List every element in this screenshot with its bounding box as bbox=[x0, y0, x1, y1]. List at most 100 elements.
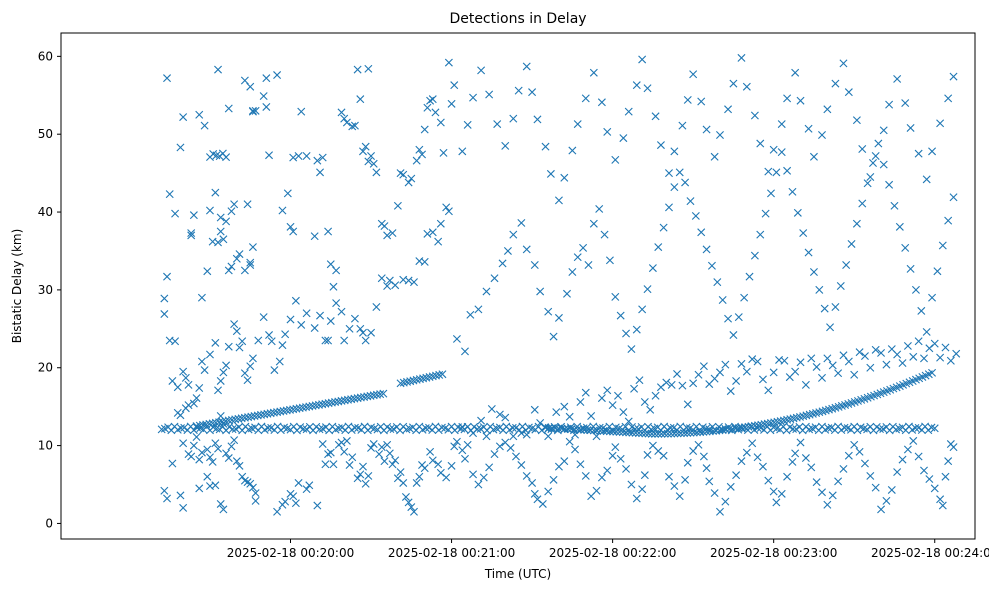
track-point bbox=[473, 425, 482, 434]
data-point bbox=[823, 354, 832, 363]
data-point bbox=[509, 114, 518, 123]
data-point bbox=[673, 369, 682, 378]
data-point bbox=[232, 254, 241, 263]
track-point bbox=[334, 424, 343, 433]
track-point bbox=[399, 378, 408, 387]
data-point bbox=[208, 457, 217, 466]
data-point bbox=[858, 199, 867, 208]
data-point bbox=[670, 183, 679, 192]
data-point bbox=[179, 503, 188, 512]
data-point bbox=[444, 58, 453, 67]
track-point bbox=[406, 377, 415, 386]
track-point bbox=[412, 375, 421, 384]
track-point bbox=[419, 374, 428, 383]
data-point bbox=[764, 476, 773, 485]
data-point bbox=[702, 245, 711, 254]
data-point bbox=[882, 360, 891, 369]
data-point bbox=[173, 383, 182, 392]
track-point bbox=[615, 427, 624, 436]
track-point bbox=[215, 418, 224, 427]
data-point bbox=[608, 401, 617, 410]
track-point bbox=[930, 424, 939, 433]
track-point bbox=[651, 429, 660, 438]
data-point bbox=[675, 492, 684, 501]
data-point bbox=[640, 398, 649, 406]
track-point bbox=[432, 371, 440, 380]
track-point bbox=[289, 405, 298, 414]
data-point bbox=[611, 155, 620, 164]
data-point bbox=[936, 353, 945, 362]
track-point bbox=[276, 407, 285, 416]
data-point bbox=[219, 505, 228, 514]
data-point bbox=[675, 168, 684, 177]
track-point bbox=[657, 429, 666, 438]
track-point bbox=[240, 413, 249, 422]
data-point bbox=[383, 440, 392, 449]
data-point bbox=[211, 439, 220, 448]
data-point bbox=[278, 341, 287, 350]
data-point bbox=[340, 447, 349, 456]
data-point bbox=[297, 320, 306, 329]
data-point bbox=[214, 65, 223, 74]
data-point bbox=[350, 314, 359, 323]
data-point bbox=[844, 88, 853, 97]
data-point bbox=[748, 439, 757, 448]
data-point bbox=[377, 274, 386, 283]
track-point bbox=[609, 427, 618, 436]
data-point bbox=[783, 166, 792, 175]
data-point bbox=[750, 111, 759, 120]
data-point bbox=[589, 68, 598, 77]
data-point bbox=[678, 121, 687, 130]
data-point bbox=[329, 282, 338, 291]
data-point bbox=[281, 497, 290, 506]
data-point bbox=[517, 218, 526, 227]
data-point bbox=[340, 114, 349, 123]
y-tick-label: 0 bbox=[45, 516, 53, 530]
track-point bbox=[654, 429, 663, 438]
data-point bbox=[291, 499, 300, 508]
data-point bbox=[321, 336, 330, 345]
data-point bbox=[482, 287, 491, 296]
track-point bbox=[438, 370, 447, 379]
y-tick-label: 10 bbox=[38, 439, 53, 453]
data-point bbox=[783, 94, 792, 103]
track-point bbox=[260, 410, 269, 419]
data-point bbox=[160, 294, 169, 303]
data-point bbox=[742, 448, 751, 457]
data-point bbox=[791, 367, 800, 376]
data-point bbox=[364, 157, 373, 166]
data-point bbox=[756, 139, 765, 148]
data-point bbox=[356, 95, 365, 104]
data-point bbox=[251, 489, 260, 498]
data-point bbox=[205, 206, 214, 215]
data-point bbox=[622, 464, 631, 473]
data-point bbox=[275, 357, 284, 366]
data-point bbox=[205, 453, 214, 462]
data-point bbox=[490, 274, 499, 283]
track-point bbox=[792, 413, 801, 422]
data-point bbox=[823, 105, 832, 114]
data-point bbox=[750, 251, 759, 260]
data-point bbox=[914, 149, 923, 158]
data-point bbox=[630, 384, 639, 393]
track-point bbox=[696, 428, 705, 437]
data-point bbox=[952, 349, 961, 358]
track-point bbox=[773, 417, 782, 426]
data-point bbox=[635, 376, 644, 385]
data-point bbox=[643, 285, 652, 294]
data-point bbox=[267, 337, 276, 346]
track-point bbox=[667, 429, 676, 438]
data-point bbox=[949, 443, 958, 452]
data-point bbox=[399, 275, 408, 284]
data-point bbox=[716, 368, 724, 377]
data-point bbox=[230, 200, 239, 209]
data-point bbox=[890, 201, 899, 210]
data-point bbox=[893, 74, 902, 83]
data-point bbox=[369, 159, 378, 168]
data-point bbox=[729, 331, 738, 340]
track-point bbox=[360, 392, 369, 401]
data-point bbox=[603, 466, 612, 475]
track-point bbox=[709, 427, 718, 436]
data-point bbox=[163, 74, 172, 83]
track-point bbox=[670, 429, 679, 438]
